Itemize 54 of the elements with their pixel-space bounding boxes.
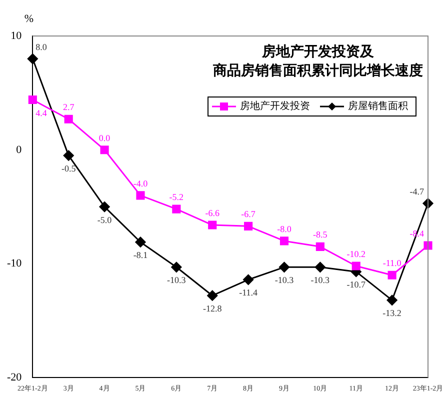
point <box>171 262 182 272</box>
data-label: -8.0 <box>277 224 292 234</box>
point <box>314 262 326 272</box>
data-label: -10.3 <box>167 275 186 286</box>
data-label: -8.1 <box>133 250 148 260</box>
data-label: -10.3 <box>310 275 330 286</box>
point <box>27 54 38 64</box>
data-label: 4.4 <box>36 108 48 118</box>
data-label: -13.2 <box>382 308 402 318</box>
data-label: -8.5 <box>313 230 328 240</box>
point <box>207 290 218 301</box>
point <box>28 95 37 104</box>
data-label: -0.5 <box>61 164 76 174</box>
data-label: -11.4 <box>239 288 258 298</box>
text: 房地产开发投资及 <box>261 43 375 60</box>
point <box>280 236 289 246</box>
data-label: -10.3 <box>274 275 294 286</box>
data-label: -6.7 <box>241 209 256 220</box>
point <box>99 202 110 212</box>
y-tick-label: 10 <box>10 30 22 42</box>
data-label: -10.7 <box>346 280 366 290</box>
data-label: -5.2 <box>169 192 184 202</box>
data-label: -12.8 <box>202 304 222 314</box>
data-label: -10.2 <box>346 249 366 260</box>
data-label: 8.0 <box>36 42 48 52</box>
point <box>64 114 73 124</box>
text: 商品房销售面积累计同比增长速度 <box>212 62 423 79</box>
point <box>316 242 324 251</box>
point <box>136 191 145 200</box>
data-label: 0.0 <box>98 132 111 143</box>
point <box>100 146 109 154</box>
data-label: -4.7 <box>410 186 424 196</box>
y-tick-label: -10 <box>6 258 22 270</box>
point <box>388 270 396 280</box>
legend-label: 房地产开发投资 <box>240 100 310 112</box>
data-label: -4.0 <box>133 178 148 188</box>
y-axis-title: % <box>24 13 34 25</box>
y-tick-label: -20 <box>6 371 22 384</box>
point <box>63 150 74 161</box>
point <box>172 204 181 214</box>
point <box>208 220 217 230</box>
point <box>278 262 290 272</box>
point <box>386 294 398 306</box>
data-label: 2.7 <box>62 102 75 112</box>
point <box>352 262 360 270</box>
legend-label: 房屋销售面积 <box>348 100 408 112</box>
point <box>135 236 146 248</box>
data-label: -6.6 <box>205 208 220 218</box>
point <box>424 241 432 250</box>
data-label: -11.0 <box>382 258 402 268</box>
point <box>244 222 253 230</box>
point <box>243 274 254 285</box>
data-label: -5.0 <box>97 214 112 225</box>
y-tick-label: 0 <box>16 144 22 156</box>
